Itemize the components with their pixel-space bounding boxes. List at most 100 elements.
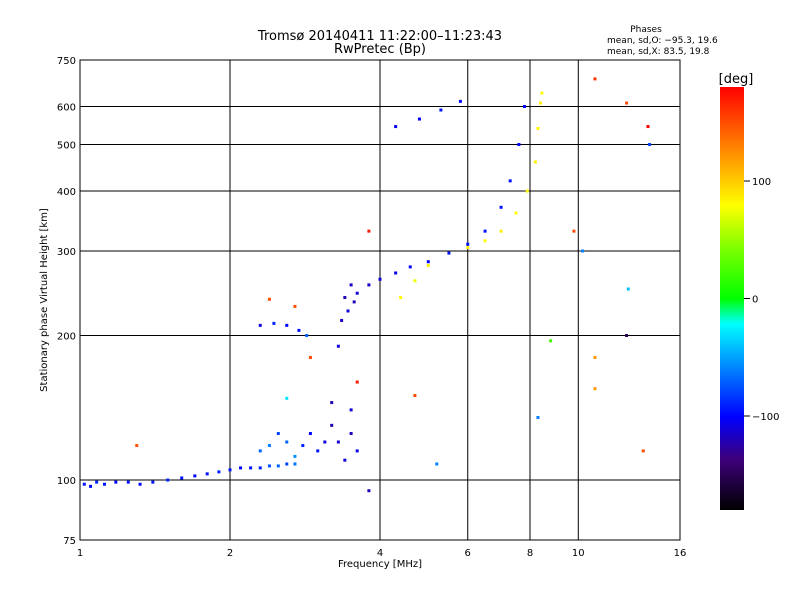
y-tick-label: 400 [57, 187, 76, 198]
data-point [272, 321, 276, 325]
data-point [323, 440, 327, 444]
data-point [458, 99, 462, 103]
data-point [293, 454, 297, 458]
data-point [593, 77, 597, 81]
data-point [523, 105, 527, 109]
data-point [349, 432, 353, 436]
data-point [536, 126, 540, 130]
data-point [267, 297, 271, 301]
data-point [625, 101, 629, 105]
data-point [228, 468, 232, 472]
data-point [540, 91, 544, 95]
data-point [593, 355, 597, 359]
data-point [308, 355, 312, 359]
data-point [258, 323, 262, 327]
data-point [217, 470, 221, 474]
data-point [648, 143, 652, 147]
y-tick-label: 75 [63, 536, 76, 547]
data-point [413, 394, 417, 398]
data-point [135, 444, 139, 448]
data-point [336, 344, 340, 348]
x-tick-label: 2 [227, 548, 233, 559]
data-point [258, 449, 262, 453]
colorbar-ticks: 100 0 −100 [744, 177, 779, 423]
data-point [330, 401, 334, 405]
data-point [646, 125, 650, 129]
data-point [367, 229, 371, 233]
data-point [581, 249, 585, 253]
stats-o-line: mean, sd,O: −95.3, 19.6 [607, 36, 718, 46]
axis-ticks: 1 2 4 6 8 10 16 75 100 200 300 400 500 600 750 [57, 56, 686, 559]
data-point [625, 334, 629, 338]
data-point [483, 239, 487, 243]
y-tick-label: 100 [57, 476, 76, 487]
colorbar-tick-label: −100 [752, 412, 779, 423]
data-point [349, 408, 353, 412]
data-point [285, 462, 289, 466]
data-point [285, 396, 289, 400]
y-tick-label: 500 [57, 141, 76, 152]
data-point [367, 489, 371, 493]
data-point [413, 279, 417, 283]
colorbar-tick-label: 100 [752, 177, 771, 188]
x-tick-label: 10 [572, 548, 585, 559]
data-point [533, 160, 537, 164]
data-point [82, 482, 86, 486]
x-tick-label: 6 [465, 548, 471, 559]
data-point [349, 283, 353, 287]
data-point [267, 464, 271, 468]
stats-x-line: mean, sd,X: 83.5, 19.8 [607, 47, 710, 57]
data-point [193, 474, 197, 478]
data-point [517, 143, 521, 147]
data-point [293, 462, 297, 466]
data-point [180, 476, 184, 480]
x-tick-label: 16 [674, 548, 687, 559]
y-axis-label: Stationary phase Virtual Height [km] [39, 208, 50, 392]
chart-subtitle: RwPretec (Bp) [334, 42, 426, 57]
data-point [426, 260, 430, 264]
data-point [355, 449, 359, 453]
y-tick-label: 300 [57, 247, 76, 258]
data-point [394, 271, 398, 275]
data-point [539, 101, 543, 105]
data-point [343, 458, 347, 462]
data-point [352, 300, 356, 304]
data-point [126, 480, 130, 484]
data-point [276, 464, 280, 468]
y-tick-label: 750 [57, 56, 76, 67]
data-points [82, 77, 652, 493]
data-point [593, 387, 597, 391]
data-point [346, 309, 350, 313]
data-point [301, 444, 305, 448]
data-point [305, 334, 309, 338]
data-point [276, 432, 280, 436]
x-tick-label: 1 [77, 548, 83, 559]
data-point [466, 246, 470, 250]
data-point [114, 480, 118, 484]
data-point [205, 472, 209, 476]
data-point [285, 440, 289, 444]
data-point [285, 323, 289, 327]
data-point [549, 339, 553, 343]
data-point [367, 283, 371, 287]
data-point [336, 440, 340, 444]
data-point [626, 287, 630, 291]
data-point [439, 108, 443, 112]
data-point [316, 449, 320, 453]
data-point [417, 117, 421, 121]
y-tick-label: 600 [57, 103, 76, 114]
data-point [426, 263, 430, 267]
grid-lines [80, 60, 680, 540]
stats-heading: Phases [630, 25, 662, 35]
data-point [297, 328, 301, 332]
data-point [343, 296, 347, 300]
data-point [293, 304, 297, 308]
data-point [499, 229, 503, 233]
chart-title: Tromsø 20140411 11:22:00–11:23:43 [257, 29, 502, 44]
data-point [399, 296, 403, 300]
data-point [641, 449, 645, 453]
data-point [249, 466, 253, 470]
data-point [355, 380, 359, 384]
data-point [447, 251, 451, 255]
x-tick-label: 4 [377, 548, 383, 559]
